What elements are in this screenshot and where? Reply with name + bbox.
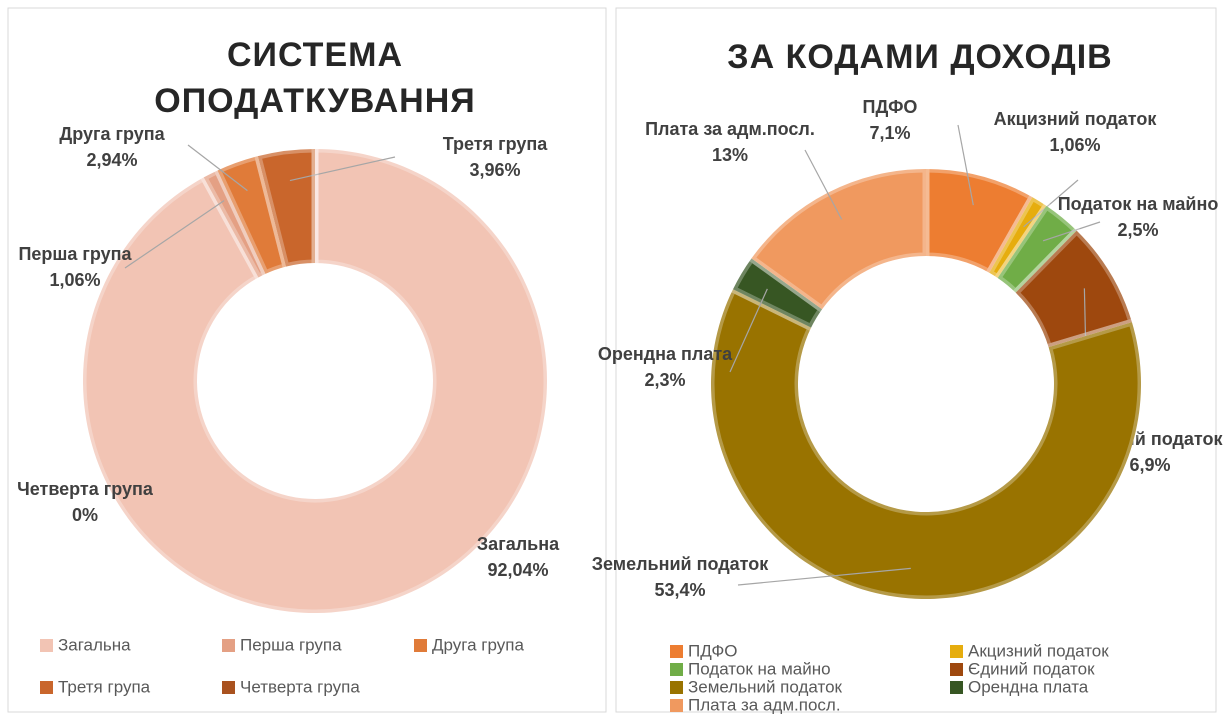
legend-label: Загальна xyxy=(58,635,131,654)
leader-line xyxy=(1023,179,1079,228)
data-label-value: 2,5% xyxy=(1117,220,1158,240)
data-label-value: 2,94% xyxy=(86,150,137,170)
donut-slice xyxy=(200,166,269,281)
data-label-value: 7,1% xyxy=(869,123,910,143)
leader-line xyxy=(187,144,248,192)
data-label-name: Орендна плата xyxy=(598,344,733,364)
chart-title: ЗА КОДАМИ ДОХОДІВ xyxy=(727,38,1113,76)
data-label-value: 1,06% xyxy=(49,270,100,290)
legend-swatch xyxy=(950,645,963,658)
legend-label: Акцизний податок xyxy=(968,641,1109,660)
legend-label: Четверта група xyxy=(240,677,360,696)
donut-slice xyxy=(707,285,1145,603)
legend-swatch xyxy=(414,639,427,652)
data-label-value: 0% xyxy=(72,505,98,525)
card xyxy=(7,7,607,713)
leader-line xyxy=(124,200,225,269)
legend-label: Орендна плата xyxy=(968,677,1089,696)
data-label-name: Податок на майно xyxy=(1058,194,1219,214)
legend-label: Друга група xyxy=(432,635,524,654)
legend-swatch xyxy=(950,663,963,676)
data-label-name: Акцизний податок xyxy=(994,109,1158,129)
data-label-value: 2,3% xyxy=(644,370,685,390)
legend-label: Плата за адм.посл. xyxy=(688,695,841,714)
legend-swatch xyxy=(670,645,683,658)
donut-slice xyxy=(214,152,290,278)
legend-label: Податок на майно xyxy=(688,659,831,678)
leader-line xyxy=(957,124,974,206)
legend-label: Третя група xyxy=(58,677,151,696)
legend-label: Перша група xyxy=(240,635,342,654)
legend-swatch xyxy=(950,681,963,694)
legend-swatch xyxy=(222,681,235,694)
data-label-name: Загальна xyxy=(477,534,560,554)
data-label-value: 13% xyxy=(712,145,748,165)
donut-slice xyxy=(1012,227,1136,351)
legend-label: Єдиний податок xyxy=(968,659,1095,678)
data-label-name: Третя група xyxy=(443,134,549,154)
data-label-name: ПДФО xyxy=(863,97,918,117)
legend-label: Земельний податок xyxy=(688,677,843,696)
data-label-value: 1,06% xyxy=(1049,135,1100,155)
legend-swatch xyxy=(222,639,235,652)
data-label-name: Плата за адм.посл. xyxy=(645,119,815,139)
chart-title: СИСТЕМА ОПОДАТКУВАННЯ xyxy=(154,36,476,120)
legend-swatch xyxy=(670,681,683,694)
leader-line xyxy=(1042,221,1101,242)
data-label-value: 6,9% xyxy=(1129,455,1170,475)
data-label-value: 53,4% xyxy=(654,580,705,600)
leader-line xyxy=(737,567,911,586)
donut-slice xyxy=(79,145,551,617)
data-label-value: 92,04% xyxy=(487,560,548,580)
leader-line xyxy=(729,288,768,373)
donut-slice xyxy=(748,165,930,313)
card xyxy=(615,7,1217,713)
legend-swatch xyxy=(670,663,683,676)
legend-swatch xyxy=(40,639,53,652)
legend-swatch xyxy=(40,681,53,694)
legend-label: ПДФО xyxy=(688,641,738,660)
data-label-name: Друга група xyxy=(59,124,165,144)
data-label-value: 3,96% xyxy=(469,160,520,180)
legend-swatch xyxy=(670,699,683,712)
data-label-name: Земельний податок xyxy=(592,554,770,574)
leader-line xyxy=(804,149,843,220)
leader-line xyxy=(289,156,396,182)
data-label-name: Четверта група xyxy=(17,479,154,499)
data-label-name: Перша група xyxy=(18,244,132,264)
